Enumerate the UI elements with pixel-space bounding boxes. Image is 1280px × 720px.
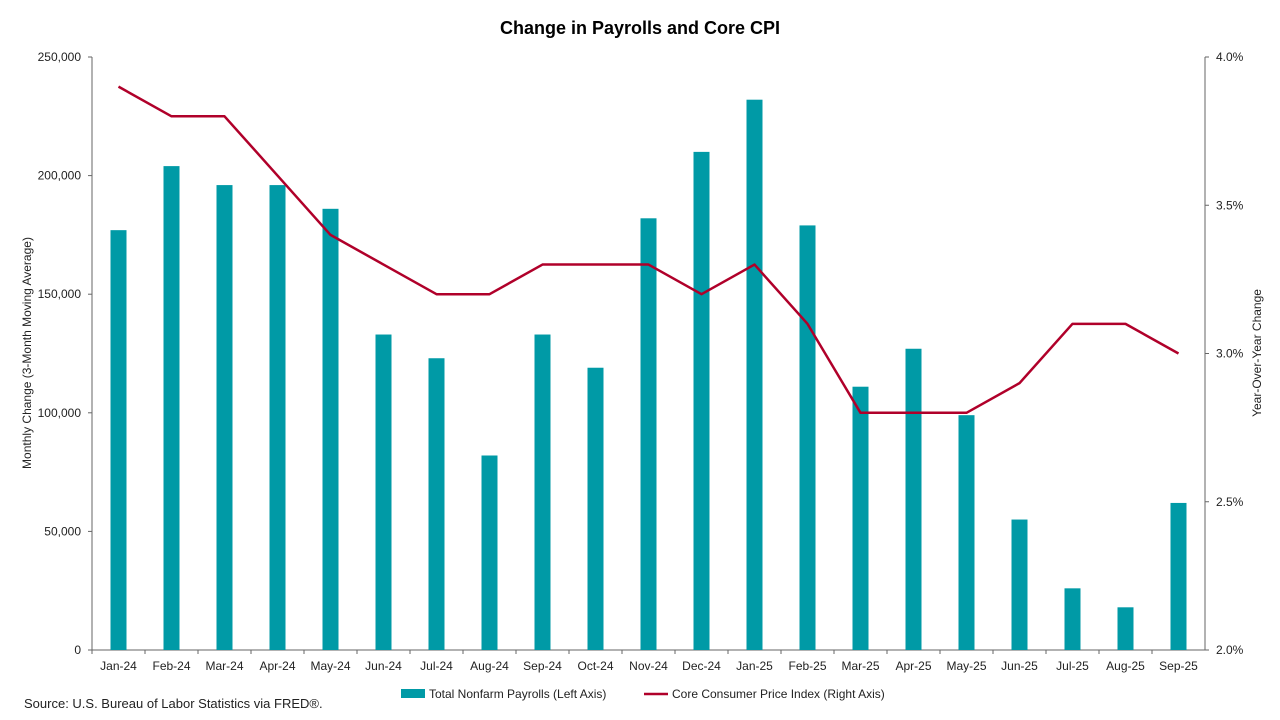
y-right-tick-label: 2.5% <box>1216 495 1244 509</box>
x-tick-label: Jun-24 <box>365 659 402 673</box>
source-note: Source: U.S. Bureau of Labor Statistics … <box>24 696 323 711</box>
x-tick-label: Nov-24 <box>629 659 668 673</box>
x-tick-label: Apr-24 <box>259 659 295 673</box>
plot-area: 0 50,000 100,000 150,000 200,000 250,000 2.0% 2… <box>38 50 1244 673</box>
payrolls-bar <box>905 348 922 650</box>
y-right-tick-label: 3.0% <box>1216 347 1244 361</box>
payrolls-bar <box>110 230 127 650</box>
x-tick-label: Feb-25 <box>788 659 826 673</box>
y-left-tick-label: 50,000 <box>44 524 81 538</box>
legend-label-cpi: Core Consumer Price Index (Right Axis) <box>672 687 885 701</box>
payrolls-bar <box>1117 607 1134 650</box>
x-tick-label: Apr-25 <box>895 659 931 673</box>
payrolls-bar <box>799 225 816 651</box>
y-left-tick-label: 200,000 <box>38 169 82 183</box>
x-tick-label: Jun-25 <box>1001 659 1038 673</box>
x-tick-label: Jan-24 <box>100 659 137 673</box>
legend: Total Nonfarm Payrolls (Left Axis) Core … <box>401 687 885 701</box>
y-left-tick-label: 100,000 <box>38 406 82 420</box>
x-tick-label: Mar-24 <box>205 659 243 673</box>
x-tick-label: Aug-24 <box>470 659 509 673</box>
payrolls-bar <box>958 415 975 650</box>
chart-title: Change in Payrolls and Core CPI <box>500 18 780 38</box>
payrolls-bar <box>852 386 869 650</box>
payrolls-bar <box>163 166 180 650</box>
x-tick-label: Jan-25 <box>736 659 773 673</box>
legend-label-payrolls: Total Nonfarm Payrolls (Left Axis) <box>429 687 606 701</box>
x-tick-label: Sep-24 <box>523 659 562 673</box>
payrolls-bar <box>1011 519 1028 650</box>
payrolls-bar <box>1064 588 1081 650</box>
x-tick-label: Feb-24 <box>152 659 190 673</box>
legend-swatch-payrolls <box>401 689 425 698</box>
x-tick-label: May-25 <box>946 659 986 673</box>
payrolls-bar <box>746 99 763 651</box>
payrolls-bar <box>640 218 657 650</box>
y-left-tick-label: 150,000 <box>38 287 82 301</box>
payrolls-bar <box>375 334 392 650</box>
payrolls-bar <box>269 185 286 650</box>
x-tick-label: Dec-24 <box>682 659 721 673</box>
x-tick-label: Jul-25 <box>1056 659 1089 673</box>
y-right-tick-label: 2.0% <box>1216 643 1244 657</box>
x-tick-label: May-24 <box>310 659 350 673</box>
y-right-tick-label: 3.5% <box>1216 198 1244 212</box>
y-right-label: Year-Over-Year Change <box>1250 289 1264 417</box>
payrolls-bar <box>322 208 339 651</box>
x-tick-label: Jul-24 <box>420 659 453 673</box>
payrolls-bar <box>693 151 710 650</box>
payrolls-bar <box>216 185 233 650</box>
payrolls-bar <box>534 334 551 650</box>
payrolls-bar <box>428 358 445 650</box>
payrolls-bar <box>481 455 498 650</box>
y-right-tick-label: 4.0% <box>1216 50 1244 64</box>
payrolls-bar <box>587 367 604 650</box>
x-tick-label: Sep-25 <box>1159 659 1198 673</box>
y-left-tick-label: 0 <box>74 643 81 657</box>
x-tick-label: Aug-25 <box>1106 659 1145 673</box>
x-tick-label: Oct-24 <box>577 659 613 673</box>
payrolls-bar <box>1170 502 1187 650</box>
y-left-tick-label: 250,000 <box>38 50 82 64</box>
x-tick-label: Mar-25 <box>841 659 879 673</box>
y-left-label: Monthly Change (3-Month Moving Average) <box>20 237 34 469</box>
